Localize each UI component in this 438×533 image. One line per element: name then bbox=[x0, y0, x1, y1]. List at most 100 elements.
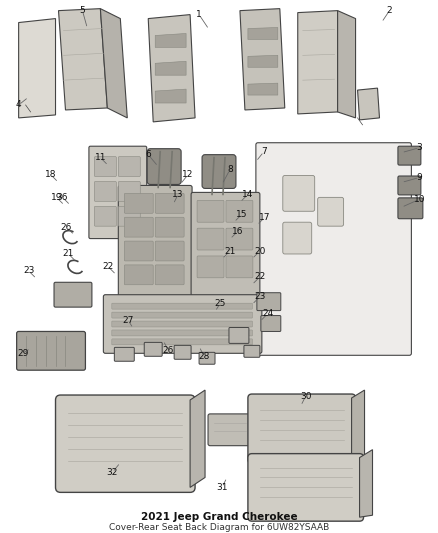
FancyBboxPatch shape bbox=[202, 155, 236, 189]
FancyBboxPatch shape bbox=[155, 241, 184, 261]
Polygon shape bbox=[19, 19, 56, 118]
Text: 21: 21 bbox=[224, 246, 236, 255]
Text: 23: 23 bbox=[23, 266, 34, 276]
Text: 22: 22 bbox=[103, 262, 114, 271]
Polygon shape bbox=[298, 11, 338, 114]
Text: 24: 24 bbox=[262, 309, 273, 318]
FancyBboxPatch shape bbox=[197, 228, 224, 250]
Text: 26: 26 bbox=[61, 223, 72, 232]
Text: 16: 16 bbox=[232, 227, 244, 236]
FancyBboxPatch shape bbox=[318, 197, 343, 226]
Text: 15: 15 bbox=[236, 210, 247, 219]
Text: 8: 8 bbox=[227, 165, 233, 174]
Text: 25: 25 bbox=[214, 299, 226, 308]
FancyBboxPatch shape bbox=[398, 146, 421, 165]
Text: 36: 36 bbox=[57, 193, 68, 202]
FancyBboxPatch shape bbox=[229, 327, 249, 343]
Polygon shape bbox=[357, 88, 379, 120]
Text: 26: 26 bbox=[162, 346, 174, 355]
Text: 21: 21 bbox=[63, 249, 74, 259]
FancyBboxPatch shape bbox=[118, 181, 140, 201]
FancyBboxPatch shape bbox=[398, 198, 423, 219]
FancyBboxPatch shape bbox=[118, 185, 192, 297]
Text: 2: 2 bbox=[387, 6, 392, 15]
Text: 2021 Jeep Grand Cherokee: 2021 Jeep Grand Cherokee bbox=[141, 512, 297, 522]
FancyBboxPatch shape bbox=[398, 176, 421, 195]
FancyBboxPatch shape bbox=[191, 192, 260, 296]
Text: 28: 28 bbox=[198, 352, 210, 361]
FancyBboxPatch shape bbox=[283, 222, 312, 254]
Text: Cover-Rear Seat Back Diagram for 6UW82YSAAB: Cover-Rear Seat Back Diagram for 6UW82YS… bbox=[109, 523, 329, 531]
Text: 4: 4 bbox=[16, 101, 21, 109]
FancyBboxPatch shape bbox=[118, 206, 140, 226]
Text: 23: 23 bbox=[254, 292, 265, 301]
Text: 9: 9 bbox=[417, 173, 422, 182]
Text: 5: 5 bbox=[80, 6, 85, 15]
Text: 7: 7 bbox=[261, 147, 267, 156]
Polygon shape bbox=[155, 61, 186, 75]
FancyBboxPatch shape bbox=[112, 312, 252, 318]
Text: 11: 11 bbox=[95, 153, 106, 162]
Polygon shape bbox=[148, 14, 195, 122]
Polygon shape bbox=[155, 89, 186, 103]
FancyBboxPatch shape bbox=[89, 146, 147, 239]
Text: 20: 20 bbox=[254, 246, 265, 255]
Text: 32: 32 bbox=[106, 468, 118, 477]
FancyBboxPatch shape bbox=[112, 339, 252, 345]
FancyBboxPatch shape bbox=[226, 256, 253, 278]
FancyBboxPatch shape bbox=[283, 175, 314, 211]
FancyBboxPatch shape bbox=[103, 295, 262, 353]
Polygon shape bbox=[155, 34, 186, 47]
Polygon shape bbox=[190, 390, 205, 487]
FancyBboxPatch shape bbox=[56, 395, 195, 492]
FancyBboxPatch shape bbox=[114, 348, 134, 361]
Text: 17: 17 bbox=[259, 213, 271, 222]
Polygon shape bbox=[59, 9, 107, 110]
Text: 31: 31 bbox=[216, 483, 228, 492]
FancyBboxPatch shape bbox=[155, 265, 184, 285]
FancyBboxPatch shape bbox=[226, 228, 253, 250]
FancyBboxPatch shape bbox=[256, 143, 411, 356]
Text: 13: 13 bbox=[173, 190, 184, 199]
Text: 14: 14 bbox=[242, 190, 254, 199]
Text: 6: 6 bbox=[145, 150, 151, 159]
Text: 10: 10 bbox=[413, 195, 425, 204]
FancyBboxPatch shape bbox=[124, 241, 153, 261]
FancyBboxPatch shape bbox=[174, 345, 191, 359]
Polygon shape bbox=[352, 390, 364, 459]
Polygon shape bbox=[100, 9, 127, 118]
FancyBboxPatch shape bbox=[95, 181, 117, 201]
FancyBboxPatch shape bbox=[155, 217, 184, 237]
Polygon shape bbox=[338, 11, 356, 118]
FancyBboxPatch shape bbox=[124, 217, 153, 237]
Text: 22: 22 bbox=[254, 272, 265, 281]
FancyBboxPatch shape bbox=[226, 200, 253, 222]
FancyBboxPatch shape bbox=[199, 352, 215, 364]
FancyBboxPatch shape bbox=[112, 321, 252, 327]
FancyBboxPatch shape bbox=[124, 265, 153, 285]
FancyBboxPatch shape bbox=[54, 282, 92, 307]
FancyBboxPatch shape bbox=[112, 330, 252, 336]
Text: 12: 12 bbox=[182, 170, 194, 179]
Polygon shape bbox=[360, 450, 372, 517]
Text: 27: 27 bbox=[123, 316, 134, 325]
FancyBboxPatch shape bbox=[118, 157, 140, 176]
Polygon shape bbox=[248, 55, 278, 67]
Polygon shape bbox=[248, 28, 278, 39]
FancyBboxPatch shape bbox=[17, 332, 85, 370]
FancyBboxPatch shape bbox=[112, 303, 252, 309]
Text: 18: 18 bbox=[45, 170, 57, 179]
FancyBboxPatch shape bbox=[95, 157, 117, 176]
FancyBboxPatch shape bbox=[257, 293, 281, 311]
FancyBboxPatch shape bbox=[147, 149, 181, 184]
Text: 19: 19 bbox=[51, 193, 62, 202]
FancyBboxPatch shape bbox=[244, 345, 260, 357]
Polygon shape bbox=[248, 83, 278, 95]
FancyBboxPatch shape bbox=[197, 200, 224, 222]
Text: 1: 1 bbox=[196, 10, 202, 19]
FancyBboxPatch shape bbox=[261, 316, 281, 332]
Text: 29: 29 bbox=[17, 349, 28, 358]
FancyBboxPatch shape bbox=[248, 454, 364, 521]
Text: 3: 3 bbox=[417, 143, 422, 152]
FancyBboxPatch shape bbox=[155, 193, 184, 213]
